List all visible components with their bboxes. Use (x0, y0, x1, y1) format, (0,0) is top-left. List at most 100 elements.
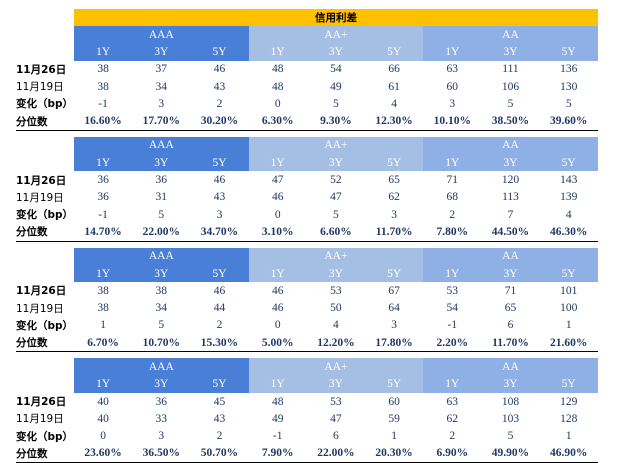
tenor-label: 5Y (561, 45, 576, 58)
value-cell: 17.80% (375, 336, 413, 349)
data-row: 变化（bp） 1 5 2 0 4 3 -1 6 1 (16, 317, 598, 334)
rating-group-band (423, 136, 598, 155)
tenor-label: 3Y (328, 156, 343, 169)
percentile-row: 分位数 23.60% 36.50% 50.70% 7.90% 22.00% 20.30% 6.… (16, 445, 598, 463)
value-cell: 11.70% (492, 336, 529, 349)
rating-group-band (423, 358, 598, 376)
value-cell: 2.20% (436, 336, 469, 349)
value-cell: 5 (507, 97, 514, 110)
tenor-label: 5Y (387, 378, 402, 391)
value-cell: 36.50% (142, 447, 180, 460)
value-cell: 128 (560, 412, 578, 425)
value-cell: 61 (388, 80, 400, 93)
data-row: 变化（bp） -1 3 2 0 5 4 3 5 5 (16, 95, 598, 112)
value-cell: 6.90% (436, 447, 469, 460)
value-cell: 1 (565, 319, 572, 332)
row-label: 11月26日 (16, 285, 67, 298)
rating-group-band (423, 154, 598, 172)
value-cell: 2 (216, 430, 223, 443)
value-cell: 120 (501, 174, 520, 187)
value-cell: 16.60% (84, 115, 122, 128)
row-label: 11月26日 (16, 63, 67, 76)
row-label: 变化（bp） (16, 430, 74, 443)
rating-header-row: AAA AA+ AA (16, 358, 598, 376)
rating-group-label: AA (502, 28, 519, 41)
rating-group-band (74, 375, 249, 393)
row-label: 11月19日 (16, 302, 64, 315)
tenor-label: 1Y (445, 45, 460, 58)
value-cell: 47 (271, 174, 284, 187)
row-label: 11月19日 (16, 191, 64, 204)
rating-group-band (423, 247, 598, 265)
value-cell: 66 (388, 63, 400, 76)
tenor-label: 3Y (503, 156, 518, 169)
value-cell: 0 (274, 319, 281, 332)
rating-group-label: AA+ (324, 28, 348, 41)
rating-group-band (248, 154, 424, 172)
value-cell: 6.30% (261, 115, 294, 128)
value-cell: 139 (560, 191, 578, 204)
rating-group-label: AA (502, 250, 519, 263)
value-cell: 7.90% (261, 447, 294, 460)
value-cell: 46.90% (550, 447, 588, 460)
tenor-label: 5Y (561, 267, 576, 280)
value-cell: 0 (100, 430, 106, 443)
value-cell: 7 (507, 208, 514, 221)
data-row: 变化（bp） 0 3 2 -1 6 1 2 5 1 (16, 428, 598, 445)
value-cell: 33 (155, 412, 168, 425)
value-cell: 48 (271, 395, 284, 408)
value-cell: 38 (97, 80, 109, 93)
value-cell: 3 (391, 319, 397, 332)
value-cell: 36 (155, 174, 168, 187)
rating-group-band (423, 26, 598, 44)
value-cell: 111 (502, 63, 519, 76)
value-cell: 4 (391, 97, 397, 110)
rating-group-band (74, 264, 249, 283)
tenor-label: 3Y (328, 45, 343, 58)
tenor-label: 3Y (503, 378, 518, 391)
rating-group-band (74, 154, 249, 172)
value-cell: 23.60% (84, 447, 122, 460)
value-cell: 5.00% (261, 336, 294, 349)
rating-group-band (248, 264, 424, 283)
tenor-label: 3Y (154, 378, 169, 391)
value-cell: 52 (330, 174, 342, 187)
rating-group-label: AAA (148, 360, 174, 373)
row-label: 变化（bp） (16, 98, 74, 111)
value-cell: 4 (565, 208, 572, 221)
data-row: 11月26日 36 36 46 47 52 65 71 120 143 (16, 171, 598, 188)
rating-header-row: AAA AA+ AA (16, 247, 598, 265)
value-cell: 12.20% (317, 336, 355, 349)
value-cell: 38 (97, 284, 109, 297)
value-cell: 130 (560, 80, 578, 93)
tenor-label: 3Y (328, 378, 343, 391)
value-cell: 0 (274, 208, 281, 221)
tenor-label: 5Y (561, 156, 576, 169)
section-4: AAA AA+ AA 1Y 3Y 5Y 1Y 3Y 5Y 1Y 3Y 5Y 公司债 11月26日 40 36 4… (16, 358, 598, 463)
tenor-label: 1Y (270, 378, 285, 391)
value-cell: 65 (388, 174, 400, 187)
tenor-label: 5Y (387, 156, 402, 169)
rating-group-band (74, 26, 249, 44)
data-row: 11月26日 38 37 46 48 54 66 63 111 136 (16, 61, 598, 78)
value-cell: 36 (97, 174, 109, 187)
rating-group-band (423, 375, 598, 393)
section-1: AAA AA+ AA 中票 1Y 3Y 5Y 1Y 3Y 5Y 1Y 3Y 5Y 11月26日 38 37 46… (16, 26, 598, 131)
value-cell: 63 (446, 63, 459, 76)
value-cell: 5 (158, 319, 165, 332)
data-row: 11月19日 38 34 43 48 49 61 60 106 130 (16, 78, 598, 95)
value-cell: 38.50% (491, 115, 530, 128)
tenor-label: 5Y (212, 267, 227, 280)
value-cell: 0 (274, 97, 281, 110)
value-cell: 34 (155, 80, 168, 93)
value-cell: 46 (271, 284, 284, 297)
value-cell: 106 (501, 80, 520, 93)
rating-group-band (248, 43, 424, 61)
value-cell: 7.80% (436, 225, 469, 238)
value-cell: 15.30% (200, 336, 239, 349)
value-cell: 6 (333, 430, 339, 443)
data-row: 11月19日 40 33 43 49 47 59 62 103 128 (16, 410, 598, 427)
value-cell: 53 (330, 395, 342, 408)
value-cell: 53 (446, 284, 459, 297)
value-cell: 46 (213, 63, 226, 76)
